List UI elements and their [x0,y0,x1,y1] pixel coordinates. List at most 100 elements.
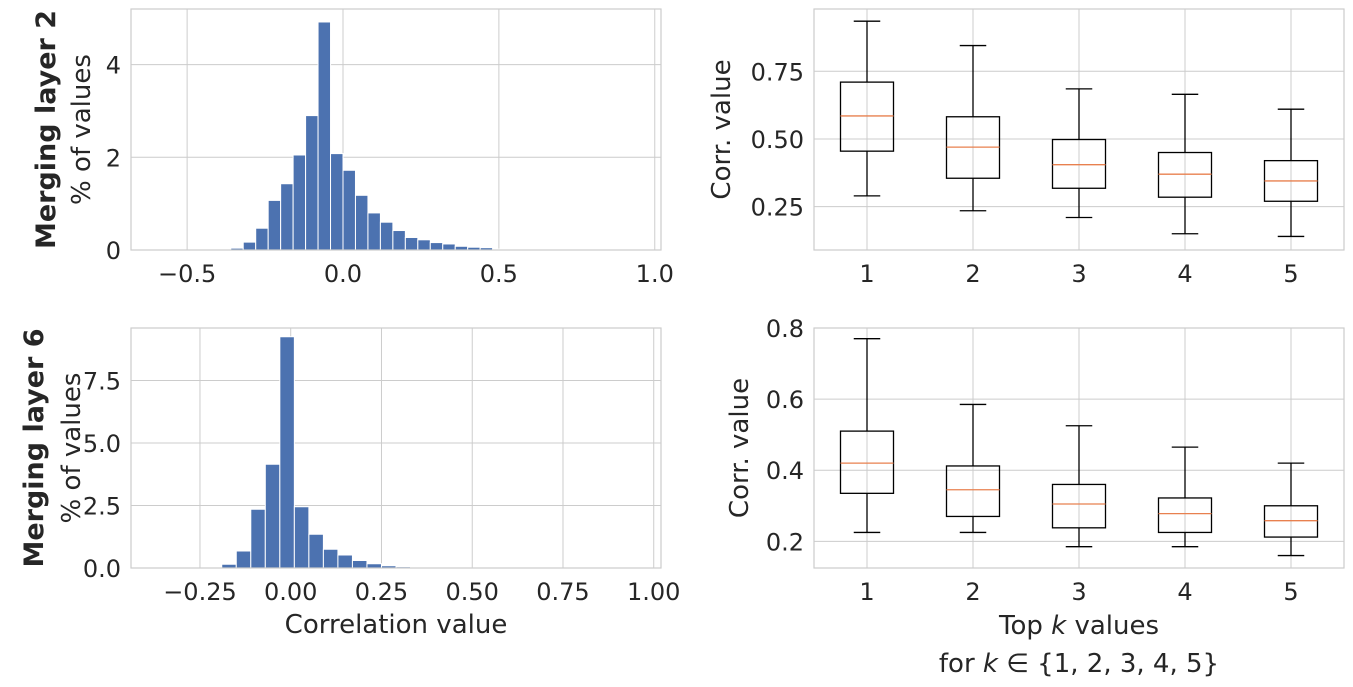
x-tick-label: 3 [1071,260,1086,288]
x-axis-label-variable: k [983,649,999,679]
y-tick-label: 0.50 [751,126,804,154]
y-tick-label: 4 [106,52,121,80]
x-axis-label-text: values [1066,611,1159,641]
histogram-bar [264,463,281,569]
row-label: Merging layer 6 [19,328,50,567]
y-tick-label: 5.0 [83,430,121,458]
histogram-bar [292,154,307,251]
y-tick-label: 2.5 [83,493,121,521]
y-axis-label: % of values [57,373,87,524]
y-tick-label: 0.6 [766,386,804,414]
y-tick-label: 0.4 [766,457,804,485]
histogram-bar [330,153,344,251]
histogram-bar [279,336,295,569]
y-tick-labels: 0 2 4 [106,52,121,265]
box-5 [1263,108,1319,238]
y-axis-label: % of values [67,54,97,205]
x-tick-label: 2 [965,578,980,606]
x-tick-label: 0.5 [480,260,518,288]
y-tick-labels: 0.2 0.4 0.6 0.8 [766,315,804,556]
grid [131,9,661,251]
x-tick-label: 4 [1177,260,1192,288]
box-4 [1157,446,1213,548]
histogram-bar [429,242,444,251]
box-2 [945,403,1001,534]
grid [131,328,661,569]
histogram-bar [322,548,339,569]
x-tick-label: 4 [1177,578,1192,606]
y-tick-label: 7.5 [83,368,121,396]
y-tick-label: 0.8 [766,315,804,343]
x-tick-labels: −0.25 0.00 0.25 0.50 0.75 1.00 [163,578,680,606]
box-5 [1263,462,1319,557]
box-body [1157,151,1213,198]
axes-frame [130,8,662,251]
x-tick-label: 1 [859,260,874,288]
box-body [1263,505,1319,538]
box-body [839,81,895,152]
histogram-bar [351,560,368,569]
x-tick-label: 5 [1283,260,1298,288]
histogram-bar [342,169,356,251]
x-tick-label: −0.5 [158,260,216,288]
y-tick-label: 0.0 [83,555,121,583]
x-tick-label: 0.25 [355,578,408,606]
histogram-bars [217,21,556,251]
x-tick-labels: 1 2 3 4 5 [859,578,1298,606]
x-axis-label-text: for [939,649,983,679]
axes-frame [130,327,662,569]
box-body [1051,483,1107,529]
box-body [945,465,1001,518]
histogram-bar [366,563,382,569]
box-body [839,430,895,494]
histogram-bars [206,336,484,569]
x-tick-label: 1.0 [636,260,674,288]
histogram-bar [442,243,456,251]
histogram-bar [337,554,353,569]
x-tick-label: 0.75 [536,578,589,606]
x-axis-label-variable: k [1051,611,1067,641]
x-axis-label-line-2: for k ∈ {1, 2, 3, 4, 5} [939,649,1219,679]
x-tick-label: 3 [1071,578,1086,606]
histogram-bar [250,508,266,569]
axes-frame [813,327,1345,569]
boxplot-layer-6: 1 2 3 4 5 0.2 0.4 0.6 0.8 Corr. value Top k values… [725,315,1345,679]
box-2 [945,44,1001,212]
x-tick-label: 0.0 [324,260,362,288]
histogram-bar [235,550,252,569]
histogram-bar [379,221,394,251]
boxes [839,20,1319,238]
x-tick-label: 5 [1283,578,1298,606]
x-tick-label: −0.25 [163,578,237,606]
y-tick-labels: 0.25 0.50 0.75 [751,58,804,221]
histogram-bar [305,115,319,251]
histogram-bar [308,533,324,569]
boxplot-layer-2: 1 2 3 4 5 0.25 0.50 0.75 Corr. value [707,8,1345,288]
histogram-bar [404,236,419,251]
histogram-bar [255,227,269,251]
y-tick-label: 0 [106,237,121,265]
x-axis-label-text: Top [998,611,1051,641]
box-3 [1051,425,1107,548]
x-tick-label: 1 [859,578,874,606]
box-body [1051,138,1107,189]
x-tick-labels: −0.5 0.0 0.5 1.0 [158,260,674,288]
histogram-bar [392,230,406,251]
x-tick-label: 0.50 [446,578,499,606]
x-axis-label-line-1: Top k values [998,611,1159,641]
y-tick-labels: 0.0 2.5 5.0 7.5 [83,368,121,584]
axes-frame [813,8,1345,251]
y-tick-label: 0.2 [766,528,804,556]
histogram-layer-6: −0.25 0.00 0.25 0.50 0.75 1.00 0.0 2.5 5.0 7.5% o… [19,327,680,640]
box-1 [839,20,895,197]
boxes [839,338,1319,557]
box-3 [1051,88,1107,219]
y-axis-label: Corr. value [707,59,737,199]
histogram-bar [367,212,381,251]
histogram-bar [354,194,369,251]
y-tick-label: 2 [106,144,121,172]
y-axis-label: Corr. value [725,378,755,518]
y-tick-label: 0.75 [751,58,804,86]
histogram-bar [317,21,332,251]
